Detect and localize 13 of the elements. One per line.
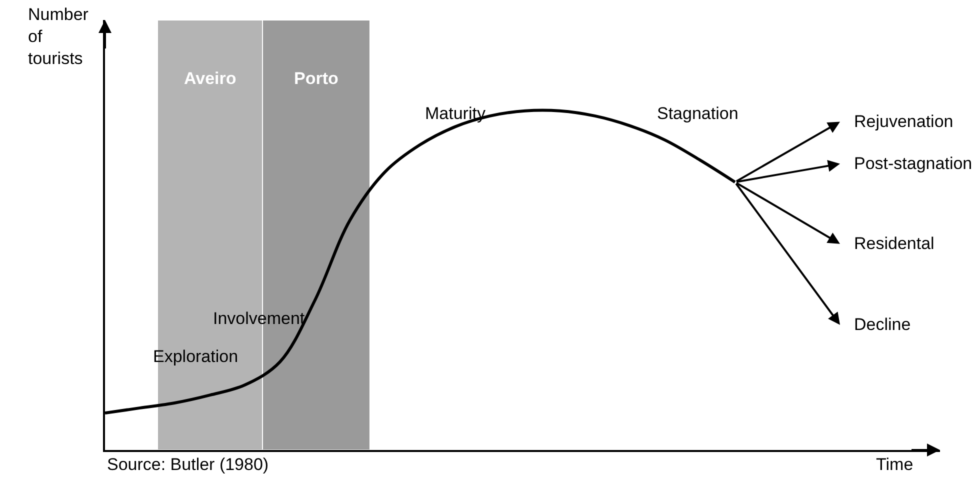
annotation: Decline (854, 315, 911, 334)
annotation: Residental (854, 234, 934, 253)
source-note: Source: Butler (1980) (107, 455, 269, 474)
annotation: Stagnation (657, 104, 738, 123)
annotation: Exploration (153, 347, 238, 366)
annotation: Rejuvenation (854, 112, 954, 131)
annotation: Maturity (425, 104, 486, 123)
x-axis-title: Time (876, 455, 914, 474)
y-axis-title: Number of tourists (28, 5, 89, 68)
annotation: Post-stagnation (854, 154, 972, 173)
text: Porto (294, 69, 338, 88)
annotation: Involvement (213, 309, 305, 328)
text: Aveiro (184, 69, 236, 88)
